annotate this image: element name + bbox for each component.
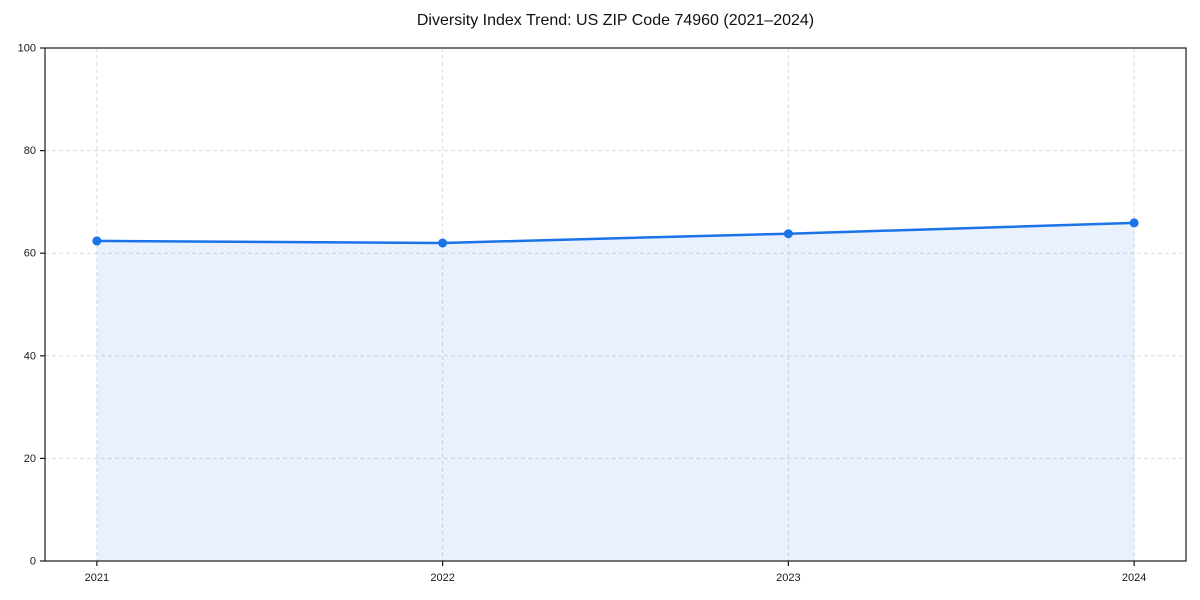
area-fill	[96, 222, 1135, 562]
data-point-marker	[1129, 218, 1139, 228]
data-point-marker	[438, 238, 448, 248]
y-tick-label: 100	[18, 43, 36, 55]
x-tick-label: 2024	[1122, 572, 1146, 584]
trend-line	[95, 221, 1136, 245]
y-tick-label: 0	[30, 556, 36, 568]
data-point-marker	[783, 229, 793, 239]
plot-border	[44, 47, 1187, 562]
data-point-marker	[92, 236, 102, 246]
x-tick-label: 2023	[776, 572, 800, 584]
y-tick-label: 80	[24, 145, 36, 157]
y-tick-label: 40	[24, 350, 36, 362]
y-tick-label: 60	[24, 248, 36, 260]
x-tick-label: 2022	[430, 572, 454, 584]
y-tick-label: 20	[24, 453, 36, 465]
chart-title: Diversity Index Trend: US ZIP Code 74960…	[416, 12, 815, 29]
x-tick-label: 2021	[85, 572, 109, 584]
